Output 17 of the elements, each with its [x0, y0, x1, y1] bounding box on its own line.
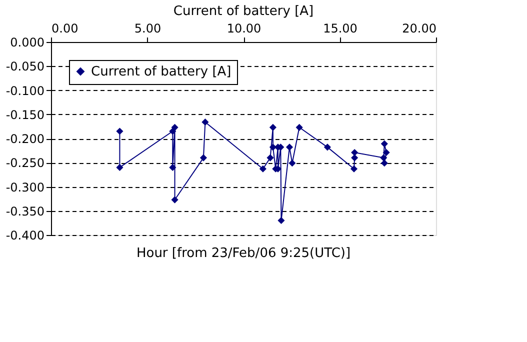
- x-tick-label: 10.00: [226, 22, 262, 36]
- y-tick-label: -0.400: [6, 228, 44, 242]
- y-tick-label: -0.100: [6, 84, 44, 98]
- chart-title: Current of battery [A]: [173, 4, 314, 19]
- x-tick-label: 15.00: [323, 22, 358, 36]
- x-axis-title: Hour [from 23/Feb/06 9:25(UTC)]: [136, 246, 351, 261]
- y-tick-label: 0.000: [10, 36, 44, 50]
- x-tick-label: 20.00: [402, 22, 436, 36]
- x-tick-label: 0.00: [52, 22, 78, 36]
- y-tick-label: -0.350: [6, 204, 44, 218]
- y-tick-label: -0.050: [6, 60, 44, 74]
- x-tick-label: 5.00: [134, 22, 162, 36]
- legend-label: Current of battery [A]: [91, 64, 232, 80]
- y-tick-label: -0.150: [6, 108, 44, 122]
- y-tick-label: -0.250: [6, 156, 44, 170]
- y-tick-label: -0.200: [6, 132, 44, 146]
- y-tick-label: -0.300: [6, 180, 44, 194]
